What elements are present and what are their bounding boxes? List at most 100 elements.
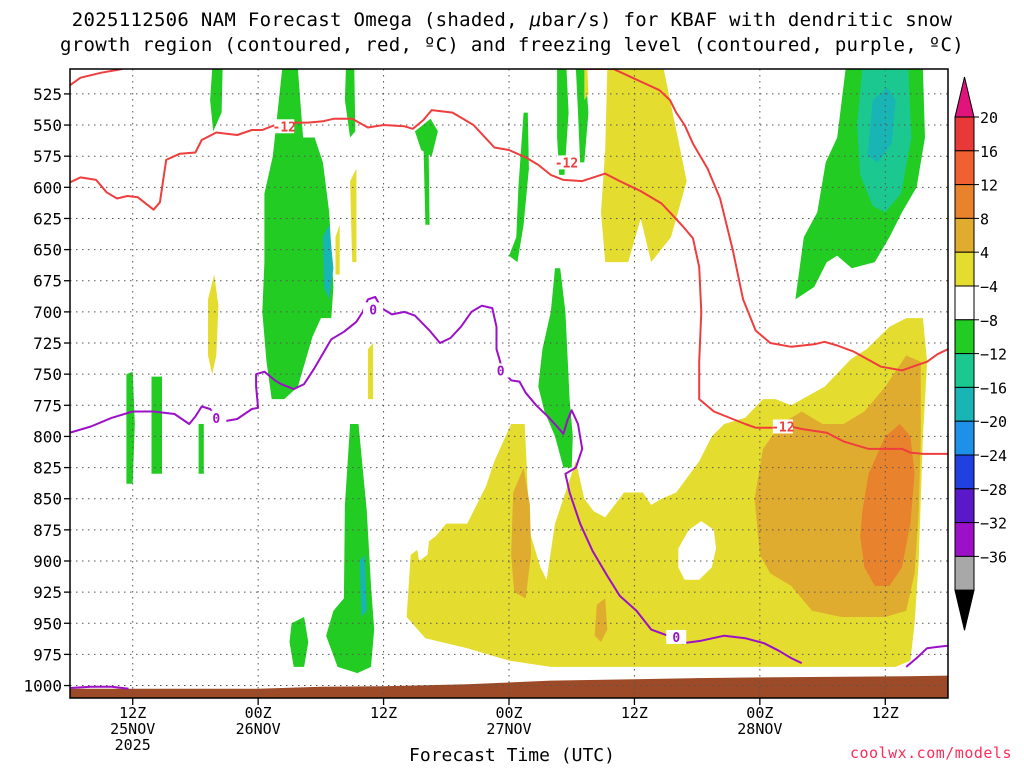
omega-upward-region [557,69,569,175]
omega-upward-region [867,87,896,163]
omega-upward-region [538,268,573,468]
y-tick-label: 675 [33,272,62,291]
colorbar-swatch [954,386,975,422]
freezing-level-label: 0 [672,631,680,646]
x-tick-label: 00Z [495,704,522,722]
site-credit: coolwx.com/models [849,744,1012,762]
x-tick-label: 2025 [115,736,151,754]
colorbar-label: −16 [980,379,1007,397]
colorbar-label: 8 [980,210,989,228]
y-tick-label: 600 [33,178,62,197]
x-tick-label: 00Z [746,704,773,722]
colorbar-label: 20 [980,109,998,127]
colorbar-top-arrow [954,76,975,118]
chart-title-line-1: 2025112506 NAM Forecast Omega (shaded, μ… [71,9,953,31]
colorbar-label: 4 [980,244,989,262]
omega-upward-region [198,424,204,474]
x-tick-label: 12Z [119,704,146,722]
colorbar-label: −28 [980,481,1007,499]
omega-downward-region [584,69,589,101]
omega-upward-region [322,224,334,300]
y-tick-label: 950 [33,614,62,633]
y-tick-label: 900 [33,552,62,571]
x-tick-label: 12Z [872,704,899,722]
dendritic-contour-line [70,109,948,455]
colorbar-swatch [954,285,975,321]
colorbar-swatch [954,420,975,456]
y-tick-label: 725 [33,334,62,353]
omega-upward-region [262,69,334,400]
omega-upward-region [344,69,356,138]
omega-upward-region [423,137,430,225]
colorbar-label: −20 [980,413,1007,431]
colorbar-label: 12 [980,177,998,195]
y-tick-label: 1000 [23,677,62,696]
y-tick-label: 825 [33,459,62,478]
dendritic-contour-label: -12 [273,120,296,135]
plot-area: -12 -12 -12 0 0 0 0 [70,69,948,698]
omega-downward-region [208,274,219,375]
x-tick-label: 12Z [621,704,648,722]
omega-downward-region [350,168,357,263]
colorbar-swatch [954,454,975,490]
y-tick-label: 925 [33,583,62,602]
y-tick-label: 850 [33,490,62,509]
y-tick-label: 750 [33,365,62,384]
x-tick-label: 28NOV [737,720,782,738]
colorbar-label: −8 [980,312,998,330]
y-tick-label: 775 [33,396,62,415]
omega-upward-region [509,112,529,263]
colorbar-swatch [954,555,975,591]
y-tick-label: 550 [33,116,62,135]
freezing-level-line [70,685,129,690]
y-tick-label: 700 [33,303,62,322]
omega-downward-region [511,467,531,599]
freezing-level-line [70,295,803,665]
colorbar-label: −12 [980,346,1007,364]
omega-gap-region [414,523,430,561]
x-tick-label: 00Z [245,704,272,722]
dendritic-contour-label: -12 [555,156,578,171]
colorbar-label: −36 [980,548,1007,566]
omega-upward-region [326,424,375,674]
colorbar-swatch [954,522,975,557]
colorbar-bottom-arrow [954,589,975,631]
colorbar-swatch [954,217,975,253]
y-tick-label: 975 [33,645,62,664]
y-tick-label: 800 [33,427,62,446]
colorbar-label: −4 [980,278,998,296]
freezing-level-label: 0 [497,364,505,379]
omega-upward-region [126,371,135,484]
chart-title-line-2: growth region (contoured, red, ºC) and f… [60,34,964,56]
omega-upward-region [289,617,309,667]
dendritic-contour-line [582,69,948,372]
x-tick-label: 12Z [370,704,397,722]
freezing-level-label: 0 [212,412,220,427]
colorbar-swatch [954,251,975,287]
x-tick-label: 27NOV [486,720,531,738]
omega-upward-region [210,69,223,132]
dendritic-contour-line [70,69,123,87]
y-tick-label: 875 [33,521,62,540]
omega-downward-region [601,69,687,263]
x-tick-label: 25NOV [110,720,155,738]
colorbar-swatch [954,319,975,355]
y-tick-label: 525 [33,85,62,104]
omega-gap-region [678,521,716,580]
omega-upward-region [151,376,162,474]
colorbar-swatch [954,184,975,219]
colorbar-swatch [954,353,975,388]
colorbar-swatch [954,150,975,186]
x-axis-title: Forecast Time (UTC) [409,745,615,766]
y-tick-label: 625 [33,209,62,228]
colorbar-swatch [954,488,975,524]
omega-downward-region [335,224,340,275]
colorbar: 20 16 12 8 4 −4 −8 −12 −16 −20 −24 −28 −32 −36 [954,76,1007,631]
x-tick-label: 26NOV [236,720,281,738]
dendritic-contour-label: -12 [771,420,794,435]
freezing-level-label: 0 [369,303,377,318]
y-tick-label: 650 [33,241,62,260]
y-tick-label: 575 [33,147,62,166]
colorbar-label: −24 [980,447,1007,465]
